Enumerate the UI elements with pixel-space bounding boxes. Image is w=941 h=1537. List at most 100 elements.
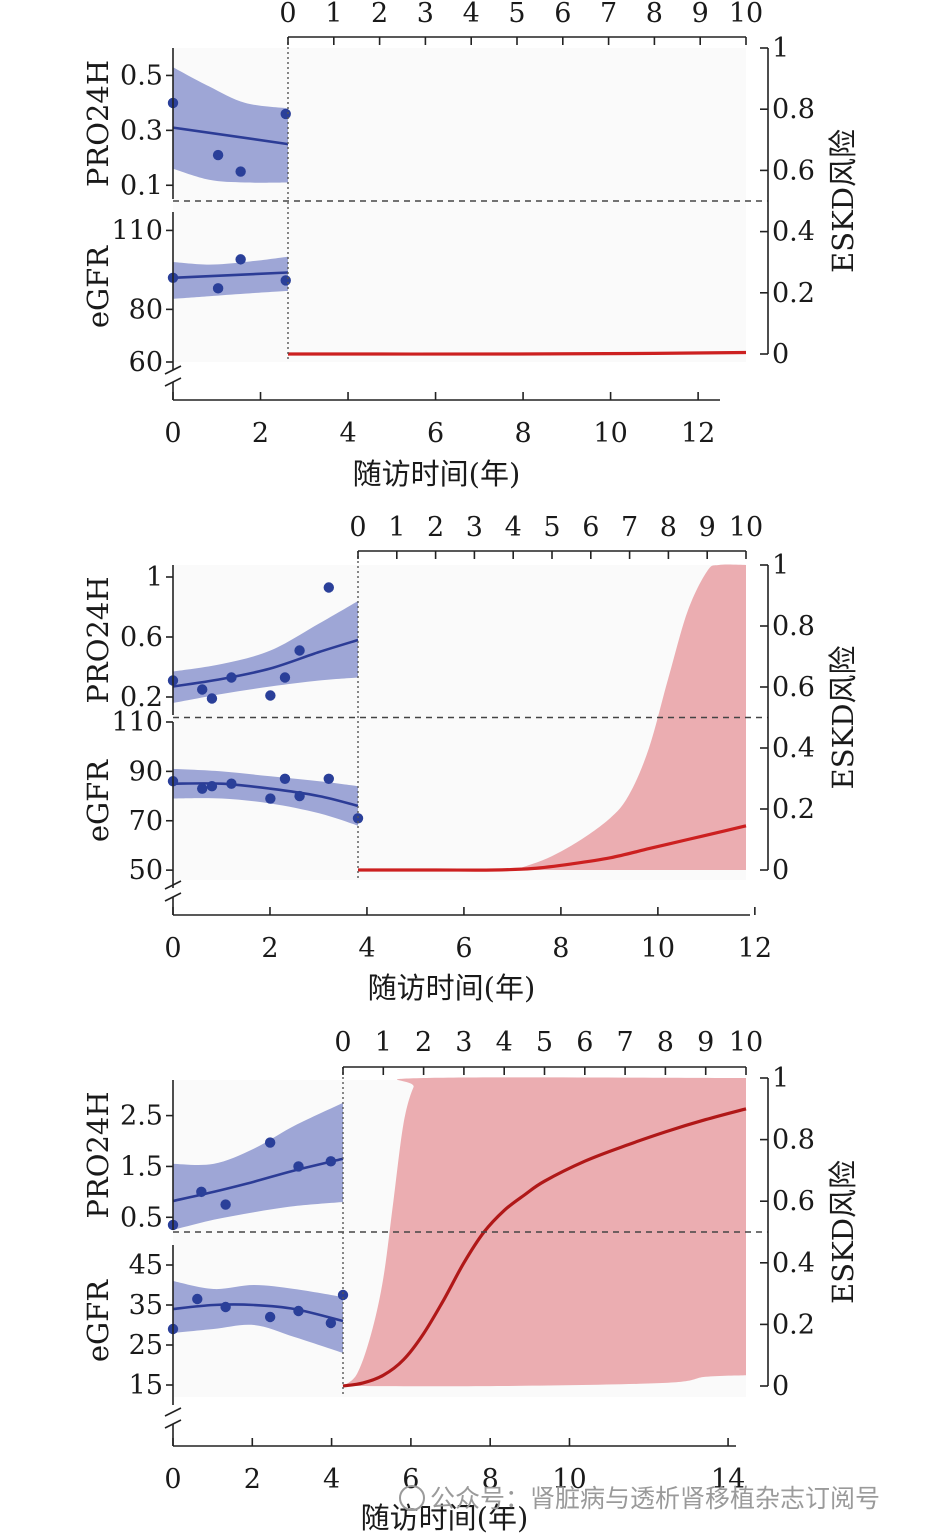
- risk-tick-label: 0.8: [772, 94, 815, 125]
- egfr-fit-line: [172, 271, 289, 280]
- pro24h-tick-label: 0.2: [120, 682, 163, 713]
- risk-tick-label: 0.2: [772, 1309, 815, 1340]
- prediction-time-tick-label: 7: [621, 512, 638, 543]
- egfr-fit-line: [172, 782, 359, 808]
- risk-tick-label: 0.4: [772, 1248, 815, 1279]
- risk-curve: [287, 350, 747, 356]
- prediction-time-tick-label: 2: [415, 1027, 432, 1058]
- egfr-tick-label: 110: [111, 707, 163, 738]
- followup-tick-label: 6: [402, 1464, 419, 1495]
- egfr-confidence-band: [173, 256, 288, 299]
- risk-tick-label: 0.6: [772, 155, 815, 186]
- followup-tick-label: 6: [455, 933, 472, 964]
- prediction-time-tick-label: 8: [660, 512, 677, 543]
- egfr-axis-label: eGFR: [81, 1279, 115, 1362]
- followup-axis-label: 随访时间(年): [353, 457, 521, 491]
- pro24h-tick-label: 1: [146, 562, 163, 593]
- followup-tick-label: 2: [244, 1464, 261, 1495]
- pro24h-confidence-band: [173, 601, 358, 703]
- prediction-time-tick-label: 4: [463, 0, 480, 29]
- followup-tick-label: 0: [164, 418, 181, 449]
- plot-background: [173, 48, 746, 362]
- egfr-point: [206, 780, 218, 792]
- risk-tick-label: 1: [772, 33, 789, 64]
- egfr-tick-label: 90: [129, 756, 163, 787]
- pro24h-tick-label: 0.6: [120, 622, 163, 653]
- pro24h-point: [280, 108, 291, 120]
- followup-tick-label: 4: [358, 933, 375, 964]
- egfr-tick-label: 25: [129, 1330, 163, 1361]
- egfr-point: [220, 1301, 231, 1313]
- risk-axis-label: ESKD风险: [826, 646, 860, 790]
- prediction-time-tick-label: 0: [349, 512, 366, 543]
- prediction-time-tick-label: 2: [371, 0, 388, 29]
- risk-curve: [358, 824, 747, 872]
- prediction-time-tick-label: 3: [417, 0, 434, 29]
- prediction-time-tick-label: 6: [582, 512, 599, 543]
- pro24h-point: [235, 166, 246, 177]
- prediction-time-tick-label: 4: [496, 1027, 513, 1058]
- prediction-time-tick-label: 5: [536, 1027, 553, 1058]
- egfr-tick-label: 60: [129, 347, 163, 378]
- egfr-tick-label: 80: [129, 294, 163, 325]
- egfr-point: [352, 813, 364, 824]
- pro24h-point: [264, 1137, 276, 1148]
- pro24h-axis-label: PRO24H: [81, 576, 115, 703]
- egfr-point: [192, 1293, 203, 1305]
- egfr-point: [212, 283, 224, 294]
- pro24h-point: [293, 1161, 304, 1172]
- pro24h-tick-label: 0.5: [120, 1202, 163, 1233]
- followup-tick-label: 0: [164, 933, 181, 964]
- prediction-time-tick-label: 10: [729, 512, 763, 543]
- risk-tick-label: 1: [772, 550, 789, 581]
- followup-tick-label: 10: [641, 933, 675, 964]
- prediction-time-tick-label: 5: [543, 512, 560, 543]
- followup-tick-label: 4: [323, 1464, 340, 1495]
- egfr-point: [323, 773, 334, 784]
- prediction-time-tick-label: 3: [455, 1027, 472, 1058]
- pro24h-fit-line: [172, 126, 289, 146]
- egfr-axis-label: eGFR: [81, 759, 115, 842]
- risk-tick-label: 0.4: [772, 733, 815, 764]
- risk-confidence-band: [343, 1077, 746, 1387]
- followup-tick-label: 12: [738, 933, 772, 964]
- pro24h-confidence-band: [173, 1102, 343, 1230]
- pro24h-tick-label: 0.5: [120, 60, 163, 91]
- egfr-confidence-band: [173, 1281, 343, 1353]
- egfr-point: [325, 1317, 337, 1329]
- pro24h-point: [206, 693, 218, 704]
- egfr-tick-label: 110: [111, 215, 163, 246]
- risk-tick-label: 0: [772, 1371, 789, 1402]
- egfr-point: [197, 783, 208, 794]
- egfr-point: [337, 1289, 349, 1301]
- prediction-time-tick-label: 9: [699, 512, 716, 543]
- egfr-axis-label: eGFR: [81, 245, 115, 328]
- egfr-point: [280, 275, 291, 286]
- prediction-time-tick-label: 10: [729, 0, 763, 29]
- risk-tick-label: 0.6: [772, 1186, 815, 1217]
- risk-tick-label: 0.8: [772, 611, 815, 642]
- followup-tick-label: 8: [514, 418, 531, 449]
- risk-tick-label: 0.4: [772, 217, 815, 248]
- risk-tick-label: 0: [772, 855, 789, 886]
- risk-axis-label: ESKD风险: [826, 129, 860, 273]
- pro24h-tick-label: 1.5: [120, 1151, 163, 1182]
- risk-curve: [342, 1107, 747, 1388]
- followup-tick-label: 2: [261, 933, 278, 964]
- pro24h-tick-label: 2.5: [120, 1101, 163, 1132]
- pro24h-point: [196, 1186, 207, 1198]
- wechat-icon: [399, 1485, 425, 1511]
- prediction-time-tick-label: 9: [697, 1027, 714, 1058]
- prediction-time-tick-label: 7: [617, 1027, 634, 1058]
- pro24h-tick-label: 0.3: [120, 115, 163, 146]
- prediction-time-tick-label: 7: [600, 0, 617, 29]
- prediction-time-tick-label: 5: [508, 0, 525, 29]
- prediction-time-tick-label: 6: [554, 0, 571, 29]
- watermark: 公众号：肾脏病与透析肾移植杂志订阅号: [399, 1484, 880, 1513]
- risk-axis-label: ESKD风险: [826, 1160, 860, 1304]
- pro24h-point: [220, 1199, 231, 1210]
- prediction-time-tick-label: 8: [646, 0, 663, 29]
- risk-confidence-band: [358, 564, 746, 871]
